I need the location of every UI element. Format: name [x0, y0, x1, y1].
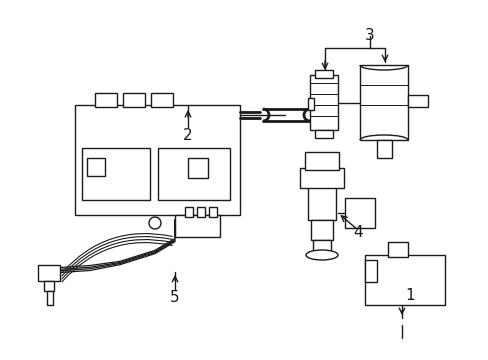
Bar	[187, 158, 207, 178]
Text: 5: 5	[170, 291, 180, 306]
Bar	[197, 207, 204, 217]
Bar	[123, 93, 145, 107]
Text: 3: 3	[365, 27, 374, 42]
Bar	[314, 70, 332, 78]
Bar	[359, 65, 407, 140]
Bar	[345, 198, 374, 228]
Bar	[407, 95, 427, 107]
Bar	[208, 207, 217, 217]
Bar	[299, 168, 343, 188]
Bar	[314, 130, 332, 138]
Bar	[305, 152, 338, 170]
Bar	[387, 242, 407, 257]
Bar	[95, 93, 117, 107]
Bar	[376, 140, 391, 158]
Bar	[158, 148, 229, 200]
Bar	[312, 240, 330, 252]
Text: 1: 1	[405, 288, 414, 302]
Bar	[44, 281, 54, 291]
Bar	[151, 93, 173, 107]
Bar	[175, 215, 220, 237]
Circle shape	[149, 217, 161, 229]
Bar	[310, 220, 332, 240]
Bar	[82, 148, 150, 200]
Bar	[364, 260, 376, 282]
Ellipse shape	[305, 250, 337, 260]
Bar	[307, 98, 313, 110]
Bar	[364, 255, 444, 305]
Bar	[87, 158, 105, 176]
Bar	[38, 265, 60, 281]
Bar	[309, 75, 337, 130]
Bar	[307, 185, 335, 220]
Text: 2: 2	[183, 127, 192, 143]
Bar	[47, 291, 53, 305]
Bar	[184, 207, 193, 217]
Text: 4: 4	[352, 225, 362, 239]
Bar	[75, 105, 240, 215]
